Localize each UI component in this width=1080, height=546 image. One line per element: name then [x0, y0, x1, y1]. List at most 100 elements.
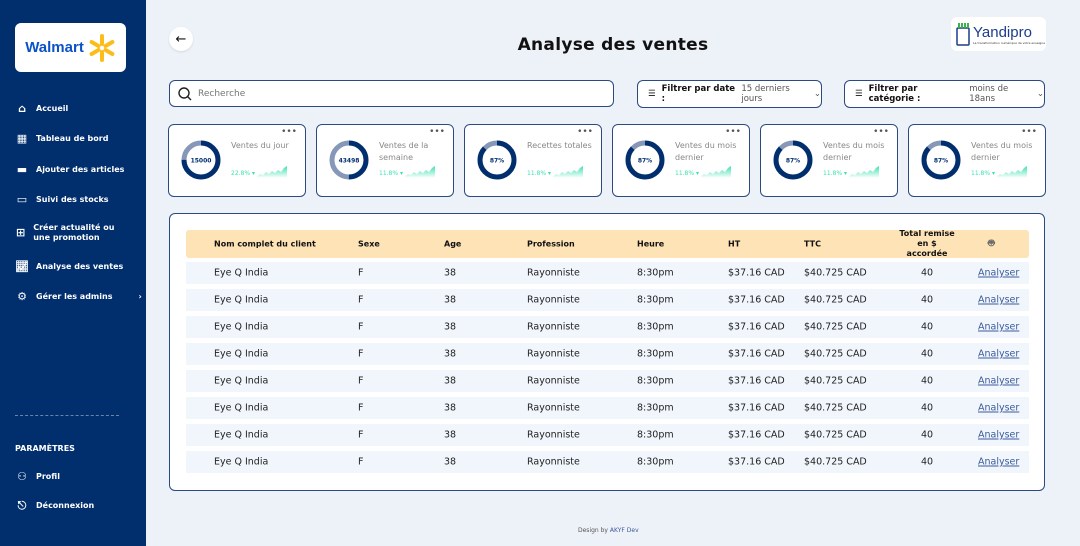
table-cell: 8:30pm: [637, 456, 674, 468]
card-value: 43498: [339, 158, 360, 165]
table-header: Nom complet du client Sexe Age Professio…: [186, 229, 1029, 258]
more-options-icon[interactable]: •••: [281, 127, 297, 137]
sparkline: [405, 166, 435, 178]
sparkline-area: [405, 166, 435, 178]
table-row: Eye Q India F 38 Rayonniste 8:30pm $37.16 CAD…: [186, 370, 1029, 392]
sparkline: [257, 166, 287, 178]
table-cell: $40.725 CAD: [804, 294, 867, 306]
sidebar-item-suivi-stocks[interactable]: ▭ Suivi des stocks: [16, 194, 109, 206]
table-row: Eye Q India F 38 Rayonniste 8:30pm $37.16 CAD…: [186, 424, 1029, 446]
add-article-icon: ▬: [16, 163, 28, 176]
card-label: Recettes totales: [527, 141, 592, 150]
sidebar-item-gerer-admins[interactable]: ⚙ Gérer les admins ›: [16, 291, 142, 303]
analyser-link[interactable]: Analyser: [978, 456, 1020, 468]
table-cell: 38: [444, 321, 457, 333]
dashboard-icon: ▦: [16, 132, 28, 145]
nav-label: Tableau de bord: [36, 134, 109, 143]
table-cell: 38: [444, 348, 457, 360]
sidebar-item-analyse-ventes[interactable]: 📈︎ Analyse des ventes: [15, 261, 123, 273]
search-bar[interactable]: [169, 80, 614, 107]
donut-progress: 87%: [625, 140, 665, 180]
sparkline: [701, 166, 731, 178]
card-change: 11.8% ▾: [823, 170, 847, 177]
nav-label: Accueil: [36, 104, 69, 113]
category-filter[interactable]: ☰ Filtrer par catégorie : moins de 18ans ⌄: [844, 80, 1045, 108]
analyser-link[interactable]: Analyser: [978, 321, 1020, 333]
table-cell: $37.16 CAD: [728, 429, 785, 441]
chevron-right-icon: ›: [138, 292, 142, 301]
sidebar-item-creer-promotion[interactable]: ⊞ Créer actualité ou une promotion: [16, 223, 116, 243]
logout-link[interactable]: ⎋ Déconnexion: [16, 500, 95, 512]
table-cell: Eye Q India: [214, 321, 269, 333]
table-cell: 8:30pm: [637, 267, 674, 279]
sliders-icon: ☰: [648, 89, 656, 99]
donut-fill: [329, 140, 369, 180]
gear-icon: ⚙: [17, 290, 27, 303]
table-cell: $37.16 CAD: [728, 402, 785, 414]
card-value: 87%: [786, 158, 800, 165]
date-filter-value: 15 derniers jours: [741, 84, 790, 104]
more-options-icon[interactable]: •••: [873, 127, 889, 137]
analyser-link[interactable]: Analyser: [978, 294, 1020, 306]
stat-card: ••• 87% Ventes du mois dernier 11.8% ▾: [760, 124, 898, 197]
partner-name: Yandipro: [973, 23, 1032, 41]
sidebar-item-accueil[interactable]: ⌂ Accueil: [16, 103, 68, 115]
table-cell: Rayonniste: [527, 348, 580, 360]
donut-fill: [477, 140, 517, 180]
more-options-icon[interactable]: •••: [429, 127, 445, 137]
chevron-down-icon: ⌄: [813, 89, 821, 99]
nav-label: Suivi des stocks: [36, 195, 109, 204]
table-cell: 38: [444, 294, 457, 306]
more-options-icon[interactable]: •••: [577, 127, 593, 137]
analyser-link[interactable]: Analyser: [978, 429, 1020, 441]
table-cell: 8:30pm: [637, 321, 674, 333]
footer: Design by AKYF Dev: [578, 527, 639, 534]
analyser-link[interactable]: Analyser: [978, 402, 1020, 414]
table-cell: $40.725 CAD: [804, 429, 867, 441]
sliders-icon: ☰: [855, 89, 863, 99]
stat-card: ••• 87% Recettes totales 11.8% ▾: [464, 124, 602, 197]
robot-icon: 🤖︎: [988, 236, 995, 250]
table-cell: Eye Q India: [214, 402, 269, 414]
tablet-logo-icon: [956, 23, 970, 46]
more-options-icon[interactable]: •••: [1021, 127, 1037, 137]
card-change: 11.8% ▾: [527, 170, 551, 177]
user-icon: ⚇: [17, 470, 27, 483]
search-input[interactable]: [198, 88, 578, 99]
footer-author[interactable]: AKYF Dev: [609, 527, 639, 534]
sidebar-item-tableau-de-bord[interactable]: ▦ Tableau de bord: [16, 132, 109, 145]
cell-discount: 40: [920, 321, 934, 333]
sparkline-area: [257, 166, 287, 178]
change-value: 11.8%: [527, 170, 547, 177]
analyser-link[interactable]: Analyser: [978, 348, 1020, 360]
more-options-icon[interactable]: •••: [725, 127, 741, 137]
stat-card: ••• 87% Ventes du mois dernier 11.8% ▾: [908, 124, 1046, 197]
change-value: 11.8%: [379, 170, 399, 177]
back-button[interactable]: ←: [169, 27, 193, 51]
sidebar-item-ajouter-articles[interactable]: ▬ Ajouter des articles: [16, 163, 125, 176]
table-row: Eye Q India F 38 Rayonniste 8:30pm $37.16 CAD…: [186, 451, 1029, 473]
table-row: Eye Q India F 38 Rayonniste 8:30pm $37.16 CAD…: [186, 397, 1029, 419]
table-cell: F: [358, 348, 364, 360]
analyser-link[interactable]: Analyser: [978, 267, 1020, 279]
change-value: 22.8%: [231, 170, 251, 177]
stat-card: ••• 87% Ventes du mois dernier 11.8% ▾: [612, 124, 750, 197]
column-header: Profession: [527, 239, 575, 249]
sparkline: [997, 166, 1027, 178]
column-header: TTC: [804, 239, 821, 249]
date-filter[interactable]: ☰ Filtrer par date :15 derniers jours ⌄: [637, 80, 822, 108]
cell-discount: 40: [920, 375, 934, 387]
walmart-logo[interactable]: Walmart: [15, 23, 126, 72]
profile-link[interactable]: ⚇ Profil: [16, 471, 60, 483]
table-cell: F: [358, 294, 364, 306]
table-cell: $37.16 CAD: [728, 294, 785, 306]
table-cell: F: [358, 456, 364, 468]
donut-progress: 87%: [921, 140, 961, 180]
table-cell: 8:30pm: [637, 429, 674, 441]
table-cell: 38: [444, 456, 457, 468]
stat-card: ••• 43498 Ventes de la semaine 11.8% ▾: [316, 124, 454, 197]
table-cell: F: [358, 402, 364, 414]
analyser-link[interactable]: Analyser: [978, 375, 1020, 387]
table-cell: F: [358, 321, 364, 333]
footer-prefix: Design by: [578, 527, 608, 534]
